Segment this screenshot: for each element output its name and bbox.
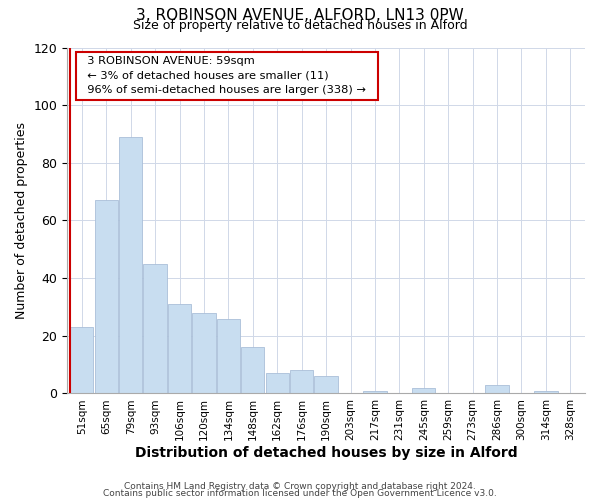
Bar [412, 388, 436, 394]
Text: Contains public sector information licensed under the Open Government Licence v3: Contains public sector information licen… [103, 490, 497, 498]
Bar [70, 327, 94, 394]
Bar [266, 374, 289, 394]
Bar [314, 376, 338, 394]
Text: 3 ROBINSON AVENUE: 59sqm  
  ← 3% of detached houses are smaller (11)  
  96% of: 3 ROBINSON AVENUE: 59sqm ← 3% of detache… [80, 56, 373, 95]
Bar [535, 390, 557, 394]
Bar [119, 137, 142, 394]
Bar [168, 304, 191, 394]
Text: 3, ROBINSON AVENUE, ALFORD, LN13 0PW: 3, ROBINSON AVENUE, ALFORD, LN13 0PW [136, 8, 464, 22]
Bar [217, 318, 240, 394]
Bar [143, 264, 167, 394]
Bar [485, 385, 509, 394]
Bar [193, 312, 215, 394]
Text: Size of property relative to detached houses in Alford: Size of property relative to detached ho… [133, 18, 467, 32]
X-axis label: Distribution of detached houses by size in Alford: Distribution of detached houses by size … [135, 446, 517, 460]
Bar [95, 200, 118, 394]
Bar [241, 348, 265, 394]
Text: Contains HM Land Registry data © Crown copyright and database right 2024.: Contains HM Land Registry data © Crown c… [124, 482, 476, 491]
Bar [364, 390, 386, 394]
Y-axis label: Number of detached properties: Number of detached properties [15, 122, 28, 319]
Bar [290, 370, 313, 394]
